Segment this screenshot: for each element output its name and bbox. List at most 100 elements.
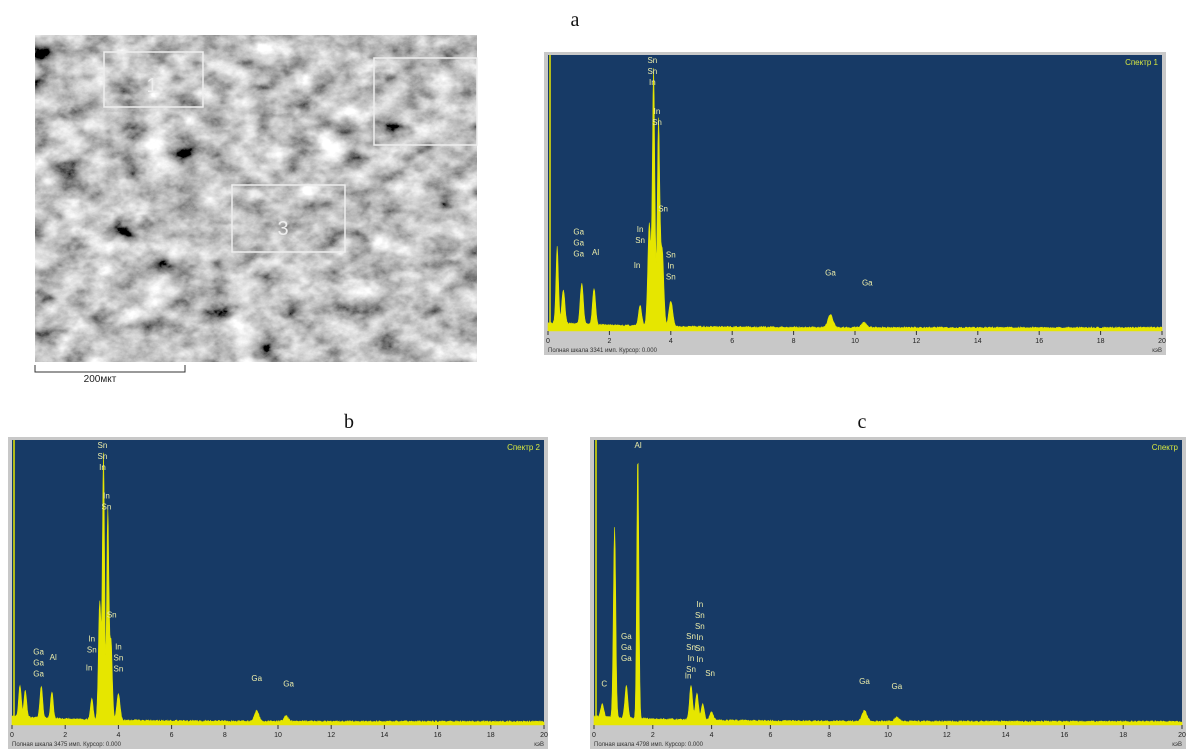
peak-label: In	[697, 600, 704, 609]
sem-image: 1 3 200мкт	[35, 35, 477, 385]
region-label: 3	[277, 218, 288, 240]
peak-label: Ga	[33, 659, 44, 668]
peak-label: Ga	[33, 648, 44, 657]
x-tick-label: 12	[943, 732, 951, 739]
footer: Полная шкала 3341 имп. Курсор: 0.000	[548, 348, 658, 354]
x-tick-label: 18	[487, 732, 495, 739]
peak-label: Al	[635, 441, 642, 450]
peak-label: C	[601, 680, 607, 689]
peak-label: Ga	[573, 250, 584, 259]
plot-area	[12, 440, 544, 725]
peak-label: Al	[50, 653, 57, 662]
peak-label: Sn	[102, 502, 112, 511]
x-tick-label: 18	[1119, 732, 1127, 739]
x-tick-label: 2	[651, 732, 655, 739]
peak-label: In	[688, 654, 695, 663]
x-tick-label: 8	[827, 732, 831, 739]
x-tick-label: 6	[768, 732, 772, 739]
x-tick-label: 2	[607, 338, 611, 345]
peak-label: In	[86, 664, 93, 673]
region-label: 1	[146, 75, 157, 97]
figure: 1 3 200мкт a02468101214161820Спектр 1Пол…	[0, 0, 1186, 749]
panel-letter: a	[571, 9, 580, 31]
peak-label: In	[103, 491, 110, 500]
peak-label: In	[654, 107, 661, 116]
x-tick-label: 12	[913, 338, 921, 345]
peak-label: Sn	[98, 452, 108, 461]
peak-label: Sn	[658, 204, 668, 213]
x-tick-label: 16	[1061, 732, 1069, 739]
peak-label: Ga	[283, 680, 294, 689]
peak-label: Sn	[107, 611, 117, 620]
peak-label: Ga	[859, 677, 870, 686]
x-tick-label: 0	[546, 338, 550, 345]
peak-label: In	[697, 655, 704, 664]
x-tick-label: 4	[710, 732, 714, 739]
peak-label: Sn	[652, 118, 662, 127]
x-tick-label: 18	[1097, 338, 1105, 345]
peak-label: Sn	[666, 273, 676, 282]
x-tick-label: 10	[851, 338, 859, 345]
peak-label: Ga	[825, 268, 836, 277]
peak-label: Ga	[573, 228, 584, 237]
footer: Полная шкала 3475 имп. Курсор: 0.000	[12, 742, 122, 748]
x-tick-label: 0	[10, 732, 14, 739]
peak-label: Sn	[695, 644, 705, 653]
x-tick-label: 4	[669, 338, 673, 345]
panel-content: 0 2 4 6 8 10 12 14 16 18 20 Спектр Полная шкала 4798…	[590, 437, 1186, 749]
x-tick-label: 10	[884, 732, 892, 739]
x-tick-label: 12	[327, 732, 335, 739]
x-tick-label: 10	[274, 732, 282, 739]
x-tick-label: 16	[434, 732, 442, 739]
x-tick-label: 8	[223, 732, 227, 739]
x-tick-label: 8	[792, 338, 796, 345]
plot-area	[548, 55, 1162, 331]
peak-label: Ga	[251, 674, 262, 683]
peak-label: Sn	[114, 664, 124, 673]
footer: Полная шкала 4798 имп. Курсор: 0.000	[594, 742, 704, 748]
x-tick-label: 14	[1002, 732, 1010, 739]
peak-label: Sn	[686, 643, 696, 652]
peak-label: Sn	[666, 251, 676, 260]
peak-label: In	[649, 78, 656, 87]
peak-label: Ga	[33, 670, 44, 679]
peak-label: Sn	[695, 611, 705, 620]
x-tick-label: 20	[1178, 732, 1186, 739]
spectrum-title: Спектр 2	[507, 443, 540, 452]
peak-label: Sn	[686, 632, 696, 641]
peak-label: In	[634, 261, 641, 270]
x-tick-label: 4	[116, 732, 120, 739]
peak-label: Sn	[87, 645, 97, 654]
peak-label: In	[88, 634, 95, 643]
unit: кэВ	[1152, 348, 1162, 354]
peak-label: Sn	[647, 67, 657, 76]
plot-area	[594, 440, 1182, 725]
spectrum-panel: 0 2 4 6 8 10 12 14 16 18 20 Спектр Полная шкала 4798…	[590, 437, 1186, 749]
x-tick-label: 2	[63, 732, 67, 739]
peak-label: Sn	[647, 56, 657, 65]
peak-label: Al	[592, 248, 599, 257]
x-tick-label: 6	[730, 338, 734, 345]
panel-letter: c	[858, 411, 867, 433]
peak-label: Sn	[635, 236, 645, 245]
panel-letter: b	[344, 411, 354, 433]
x-tick-label: 20	[540, 732, 548, 739]
peak-label: In	[685, 672, 692, 681]
spectrum-title: Спектр	[1152, 443, 1179, 452]
x-tick-label: 20	[1158, 338, 1166, 345]
peak-label: Sn	[114, 653, 124, 662]
peak-label: Ga	[621, 654, 632, 663]
peak-label: Ga	[862, 279, 873, 288]
peak-label: Ga	[621, 632, 632, 641]
unit: кэВ	[1172, 742, 1182, 748]
peak-label: In	[115, 642, 122, 651]
peak-label: In	[637, 225, 644, 234]
unit: кэВ	[534, 742, 544, 748]
x-tick-label: 0	[592, 732, 596, 739]
peak-label: In	[99, 463, 106, 472]
peak-label: Ga	[573, 239, 584, 248]
